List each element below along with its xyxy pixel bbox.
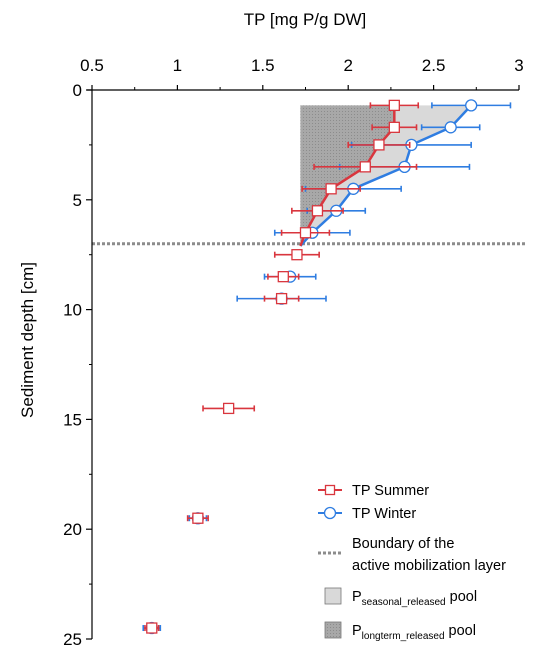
y-tick-label-0: 0	[73, 81, 82, 100]
longterm-pool-area	[300, 105, 395, 246]
summer-point-7	[291, 249, 303, 261]
x-tick-label-5: 3	[514, 56, 523, 75]
legend-longterm-label: Plongterm_released pool	[352, 623, 476, 642]
legend-seasonal-swatch	[324, 587, 342, 605]
summer-point-1	[388, 121, 400, 133]
summer-point-11	[192, 512, 204, 524]
summer-point-9	[275, 292, 288, 305]
summer-point-3	[359, 161, 371, 173]
summer-point-2	[373, 139, 385, 151]
series-layer	[142, 99, 512, 635]
x-tick-label-4: 2.5	[422, 56, 446, 75]
legend-boundary-label-1: Boundary of the	[352, 536, 454, 552]
x-tick-label-1: 1	[173, 56, 182, 75]
y-tick-label-4: 20	[63, 520, 82, 539]
y-tick-label-5: 25	[63, 630, 82, 649]
legend: TP Summer TP Winter Boundary of the acti…	[318, 483, 506, 642]
summer-point-12	[146, 622, 158, 634]
summer-point-0	[388, 99, 400, 112]
winter-point-0	[465, 99, 478, 112]
summer-point-8	[277, 271, 289, 283]
winter-point-1	[444, 121, 457, 134]
series-summer	[144, 99, 420, 634]
summer-point-4	[325, 183, 337, 195]
legend-longterm-swatch	[324, 621, 342, 639]
axes-layer: 0.5 1 1.5 2 2.5 3 0 5 10 15 20 25	[63, 56, 524, 649]
legend-longterm: Plongterm_released pool	[324, 621, 476, 642]
y-tick-label-3: 15	[63, 410, 82, 429]
pools-layer	[300, 105, 472, 246]
legend-summer-marker	[324, 484, 336, 496]
x-axis-title: TP [mg P/g DW]	[244, 10, 367, 29]
summer-point-10	[222, 402, 235, 415]
summer-point-5	[311, 205, 324, 217]
legend-summer: TP Summer	[318, 483, 429, 499]
summer-point-6	[299, 227, 312, 239]
legend-boundary: Boundary of the active mobilization laye…	[318, 536, 506, 574]
legend-winter: TP Winter	[318, 506, 416, 522]
y-tick-label-2: 10	[63, 301, 82, 320]
legend-summer-label: TP Summer	[352, 483, 429, 499]
y-axis-title: Sediment depth [cm]	[18, 262, 37, 418]
seasonal-pool-area	[300, 105, 472, 246]
legend-seasonal-label: Pseasonal_released pool	[352, 589, 477, 608]
x-tick-label-0: 0.5	[80, 56, 104, 75]
legend-boundary-label-2: active mobilization layer	[352, 558, 506, 574]
legend-winter-marker	[323, 506, 337, 520]
x-tick-label-2: 1.5	[251, 56, 275, 75]
legend-winter-label: TP Winter	[352, 506, 416, 522]
legend-seasonal: Pseasonal_released pool	[324, 587, 477, 608]
y-tick-label-1: 5	[73, 191, 82, 210]
x-tick-label-3: 2	[343, 56, 352, 75]
